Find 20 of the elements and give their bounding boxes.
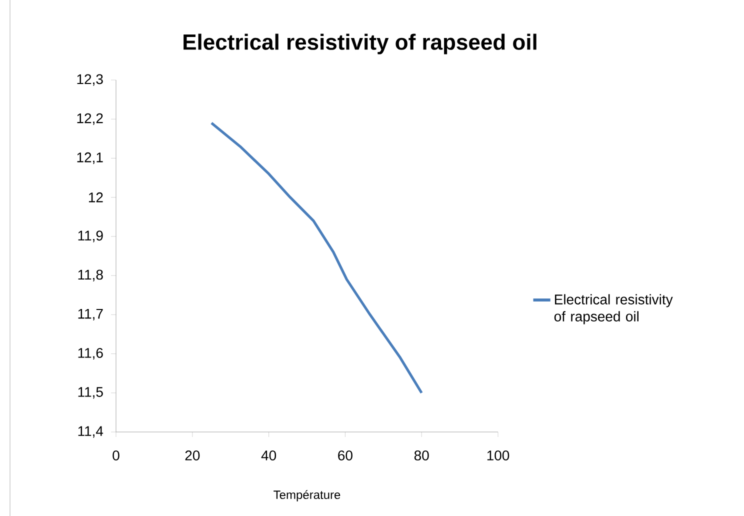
x-tick-label: 80 <box>414 450 429 460</box>
y-tick-label: 11,9 <box>78 230 103 242</box>
x-tick-label: 0 <box>112 450 120 460</box>
y-tick-label: 11,5 <box>78 387 103 399</box>
y-tick-label: 11,8 <box>78 270 103 282</box>
x-tick-label: 60 <box>338 450 352 460</box>
x-tick-label: 40 <box>261 450 276 460</box>
chart-title: Electrical resistivity of rapseed oil <box>184 34 536 54</box>
legend-label: Electrical resistivity of rapseed oil <box>554 294 673 324</box>
y-tick-label: 12 <box>88 192 103 202</box>
x-tick-label: 100 <box>487 450 510 460</box>
y-tick-label: 12,1 <box>77 152 103 164</box>
y-tick-label: 11,6 <box>78 348 103 360</box>
line-series <box>210 122 423 394</box>
y-tick-label: 11,4 <box>78 426 104 438</box>
y-tick-label: 11,7 <box>78 308 103 320</box>
y-tick-label: 12,3 <box>77 74 103 86</box>
x-axis-title: Température <box>274 490 340 502</box>
x-tick-label: 20 <box>185 450 200 460</box>
y-tick-label: 12,2 <box>77 113 103 125</box>
